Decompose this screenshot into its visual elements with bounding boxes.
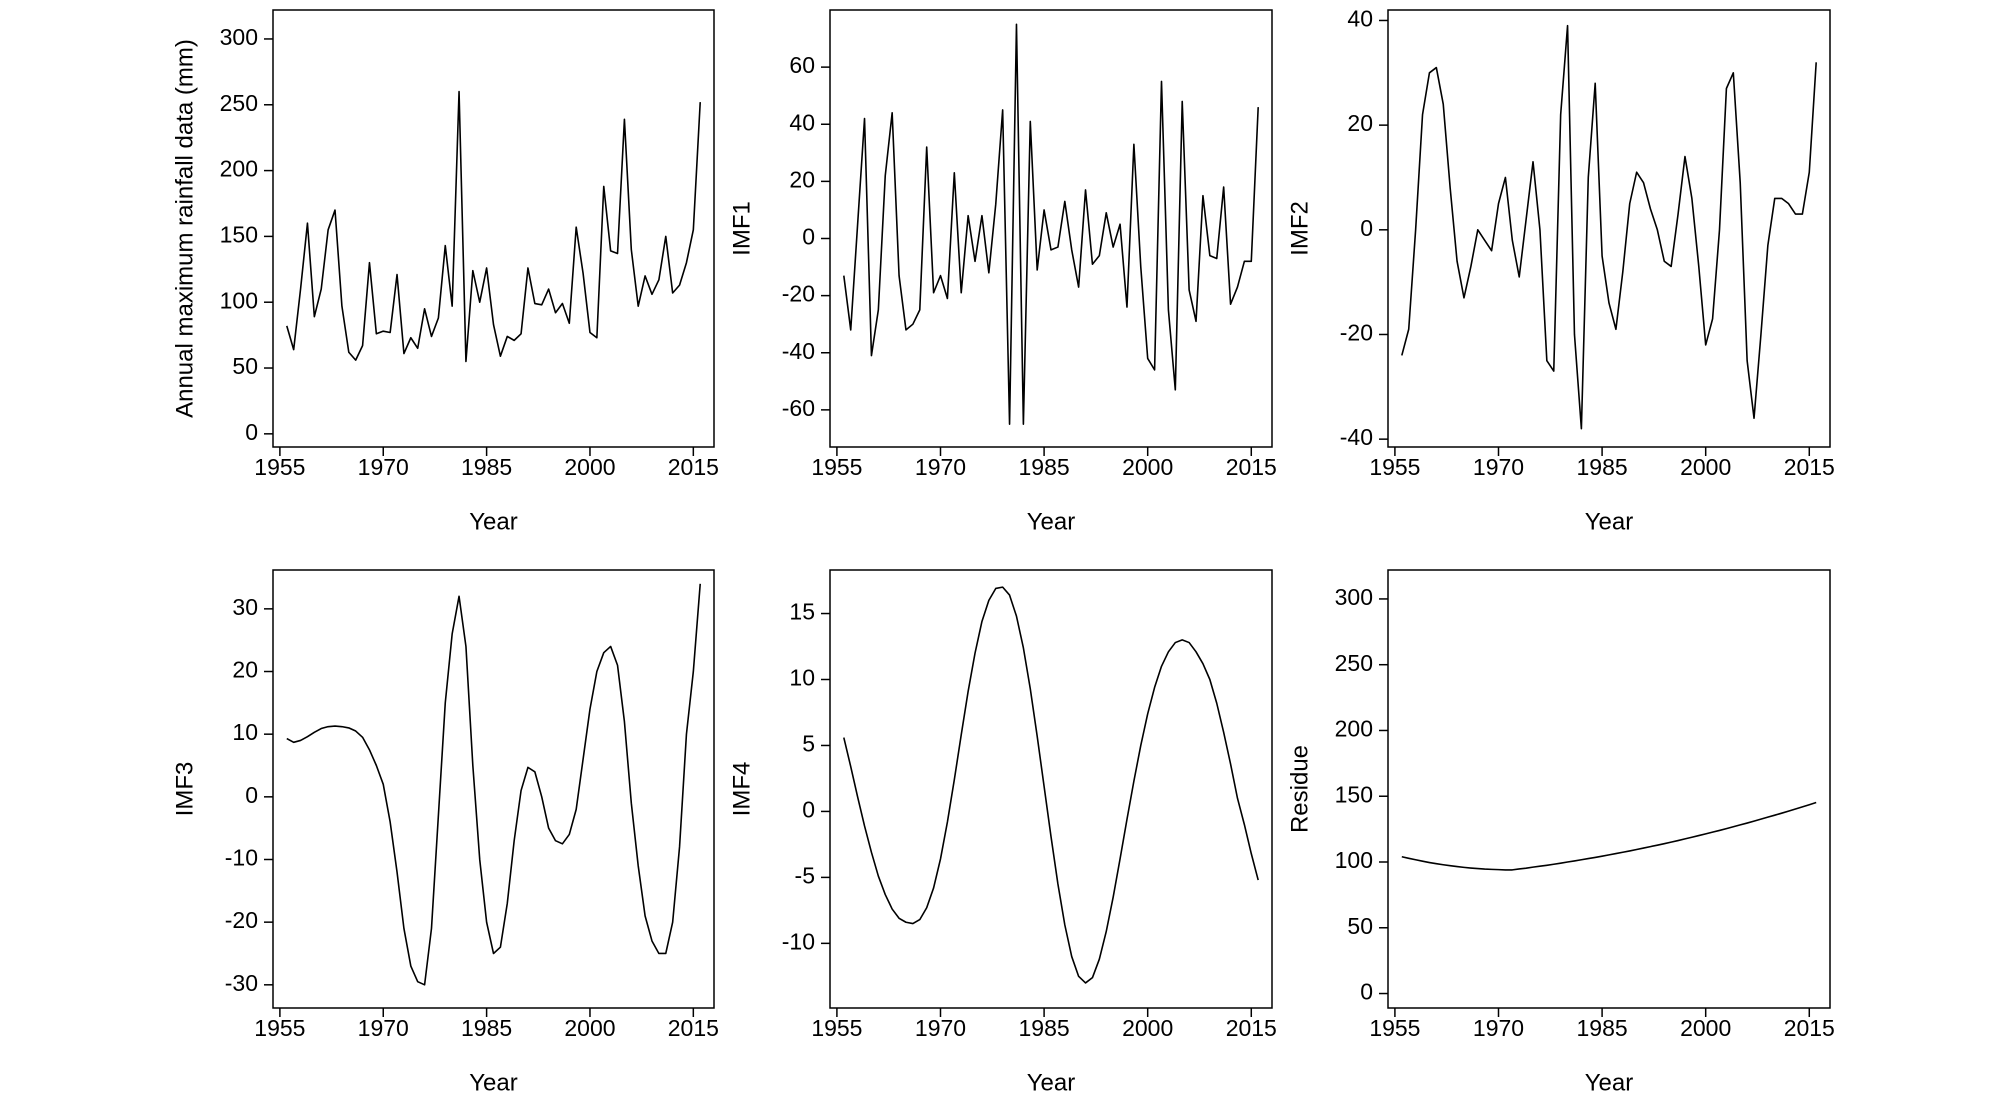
- x-tick-label: 2000: [1680, 454, 1731, 480]
- x-tick-label: 1955: [811, 454, 862, 480]
- x-axis-title: Year: [1027, 1069, 1076, 1096]
- x-tick-label: 2015: [1784, 1015, 1835, 1041]
- data-line: [1401, 24, 1817, 430]
- data-line: [1401, 801, 1817, 871]
- x-tick-label: 1970: [915, 1015, 966, 1041]
- y-axis-title: Residue: [1286, 745, 1313, 833]
- y-tick-label: 40: [789, 109, 815, 135]
- y-tick-label: -40: [1340, 424, 1373, 450]
- y-tick-label: 0: [802, 224, 815, 250]
- x-tick-label: 2015: [668, 1015, 719, 1041]
- x-tick-label: 2015: [1226, 454, 1277, 480]
- y-tick-label: 250: [220, 90, 258, 116]
- y-tick-label: -60: [782, 395, 815, 421]
- x-tick-label: 2015: [1226, 1015, 1277, 1041]
- x-tick-label: 1970: [358, 1015, 409, 1041]
- x-tick-label: 1970: [915, 454, 966, 480]
- y-tick-label: 30: [232, 594, 258, 620]
- y-tick-label: -10: [225, 845, 258, 871]
- y-tick-label: 100: [1335, 847, 1373, 873]
- plot-frame: [1387, 9, 1831, 448]
- y-tick-label: 0: [1360, 215, 1373, 241]
- x-tick-label: 2000: [1122, 1015, 1173, 1041]
- y-tick-label: 20: [232, 657, 258, 683]
- y-tick-label: 200: [1335, 716, 1373, 742]
- x-axis-title: Year: [1027, 508, 1076, 535]
- y-tick-label: -20: [1340, 320, 1373, 346]
- y-axis-title: Annual maximum rainfall data (mm): [171, 39, 198, 418]
- x-tick-label: 2015: [1784, 454, 1835, 480]
- y-tick-label: 10: [789, 665, 815, 691]
- data-line: [843, 23, 1259, 425]
- plot-frame: [1387, 569, 1831, 1009]
- x-tick-label: 1985: [461, 1015, 512, 1041]
- plot-frame: [272, 569, 715, 1009]
- x-tick-label: 2000: [1122, 454, 1173, 480]
- y-axis-title: IMF1: [728, 201, 755, 256]
- x-tick-label: 1985: [1019, 454, 1070, 480]
- x-axis-title: Year: [1585, 508, 1634, 535]
- y-tick-label: 0: [802, 797, 815, 823]
- x-tick-label: 2015: [668, 454, 719, 480]
- x-tick-label: 1970: [358, 454, 409, 480]
- y-tick-label: -5: [795, 862, 815, 888]
- y-tick-label: 250: [1335, 650, 1373, 676]
- y-tick-label: 40: [1347, 6, 1373, 32]
- y-tick-label: 20: [789, 166, 815, 192]
- x-tick-label: 1955: [811, 1015, 862, 1041]
- y-tick-label: 10: [232, 719, 258, 745]
- x-axis-title: Year: [469, 1069, 518, 1096]
- y-tick-label: 50: [232, 353, 258, 379]
- data-line: [286, 583, 702, 986]
- y-tick-label: 20: [1347, 110, 1373, 136]
- x-axis-title: Year: [1585, 1069, 1634, 1096]
- y-tick-label: -40: [782, 338, 815, 364]
- x-tick-label: 2000: [564, 1015, 615, 1041]
- y-tick-label: -10: [782, 928, 815, 954]
- plot-frame: [829, 9, 1273, 448]
- x-axis-title: Year: [469, 508, 518, 535]
- x-tick-label: 1955: [1369, 1015, 1420, 1041]
- x-tick-label: 1970: [1473, 1015, 1524, 1041]
- y-tick-label: -30: [225, 970, 258, 996]
- y-axis-title: IMF2: [1286, 201, 1313, 256]
- x-tick-label: 1985: [1577, 454, 1628, 480]
- x-tick-label: 1955: [254, 454, 305, 480]
- y-tick-label: 100: [220, 287, 258, 313]
- x-tick-label: 1985: [461, 454, 512, 480]
- plot-frame: [829, 569, 1273, 1009]
- y-tick-label: 200: [220, 156, 258, 182]
- y-tick-label: 300: [220, 24, 258, 50]
- y-tick-label: 300: [1335, 584, 1373, 610]
- data-line: [286, 90, 702, 363]
- y-tick-label: 150: [220, 221, 258, 247]
- y-tick-label: 0: [1360, 979, 1373, 1005]
- data-line: [843, 586, 1259, 984]
- x-tick-label: 2000: [1680, 1015, 1731, 1041]
- x-tick-label: 1985: [1019, 1015, 1070, 1041]
- x-tick-label: 2000: [564, 454, 615, 480]
- x-tick-label: 1955: [1369, 454, 1420, 480]
- y-tick-label: 15: [789, 599, 815, 625]
- y-tick-label: 5: [802, 731, 815, 757]
- y-tick-label: -20: [225, 907, 258, 933]
- x-tick-label: 1985: [1577, 1015, 1628, 1041]
- y-tick-label: 60: [789, 52, 815, 78]
- y-axis-title: IMF4: [728, 762, 755, 817]
- y-tick-label: 50: [1347, 913, 1373, 939]
- x-tick-label: 1970: [1473, 454, 1524, 480]
- y-tick-label: 150: [1335, 781, 1373, 807]
- y-tick-label: 0: [245, 419, 258, 445]
- y-tick-label: -20: [782, 281, 815, 307]
- x-tick-label: 1955: [254, 1015, 305, 1041]
- y-axis-title: IMF3: [171, 762, 198, 817]
- y-tick-label: 0: [245, 782, 258, 808]
- plot-frame: [272, 9, 715, 448]
